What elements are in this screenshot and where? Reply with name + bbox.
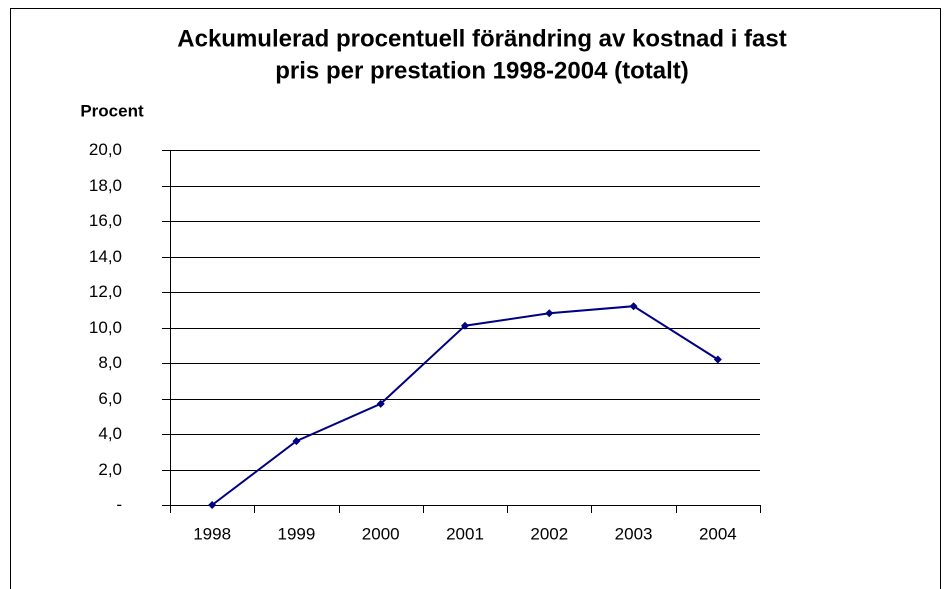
data-point	[545, 309, 554, 318]
y-tick-label: 10,0	[89, 318, 122, 337]
x-tick-label: 2001	[446, 524, 484, 543]
x-tick-label: 2000	[362, 524, 400, 543]
data-point	[629, 302, 638, 311]
y-tick-label: -	[116, 495, 122, 514]
x-tick-label: 2004	[699, 524, 737, 543]
y-tick-label: 16,0	[89, 211, 122, 230]
y-tick-label: 14,0	[89, 247, 122, 266]
chart-frame	[10, 8, 941, 589]
x-tick-label: 2002	[530, 524, 568, 543]
chart-title: pris per prestation 1998-2004 (totalt)	[275, 57, 688, 84]
data-point	[208, 501, 217, 509]
x-tick-label: 1999	[278, 524, 316, 543]
y-axis-label: Procent	[80, 101, 144, 120]
y-tick-label: 8,0	[98, 353, 122, 372]
y-tick-label: 12,0	[89, 282, 122, 301]
y-tick-label: 20,0	[89, 140, 122, 159]
chart-title: Ackumulerad procentuell förändring av ko…	[177, 25, 786, 52]
data-point	[376, 399, 385, 408]
x-tick-label: 1998	[193, 524, 231, 543]
data-point	[461, 321, 469, 330]
y-tick-label: 2,0	[98, 460, 122, 479]
data-point	[292, 437, 301, 446]
y-tick-label: 18,0	[89, 176, 122, 195]
y-tick-label: 4,0	[98, 424, 122, 443]
series-line	[211, 305, 719, 506]
data-point	[713, 355, 722, 364]
x-tick-label: 2003	[615, 524, 653, 543]
y-tick-label: 6,0	[98, 389, 122, 408]
